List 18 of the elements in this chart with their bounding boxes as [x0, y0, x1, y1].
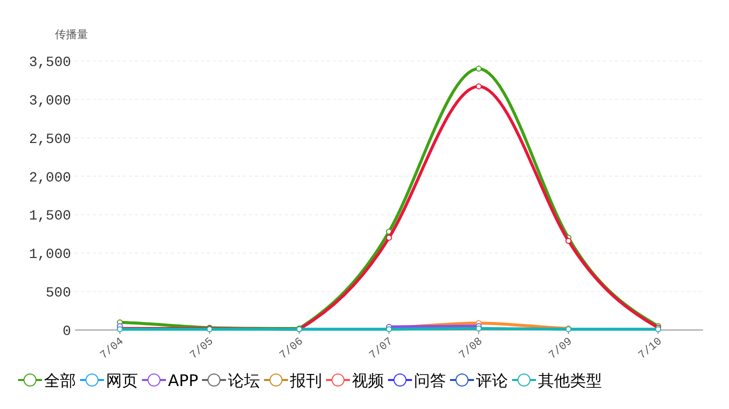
y-tick-label: 1,000	[28, 247, 71, 264]
y-tick-label: 0	[62, 324, 71, 340]
y-axis-title: 传播量	[55, 28, 88, 41]
legend-label: 评论	[476, 371, 508, 390]
y-tick-label: 3,000	[28, 93, 71, 110]
legend-label: 视频	[352, 371, 384, 390]
legend-label: 网页	[106, 371, 138, 390]
legend-label: 其他类型	[538, 371, 602, 390]
y-tick-label: 2,000	[28, 170, 71, 186]
y-tick-label: 500	[46, 286, 71, 302]
legend-label: 报刊	[289, 371, 322, 390]
legend-label: 论坛	[228, 371, 260, 390]
y-tick-label: 3,500	[28, 55, 71, 71]
y-tick-label: 2,500	[28, 132, 71, 148]
legend-label: 问答	[414, 371, 446, 390]
legend-label: 全部	[44, 371, 76, 390]
legend-label: APP	[168, 371, 199, 390]
y-tick-label: 1,500	[28, 208, 71, 225]
